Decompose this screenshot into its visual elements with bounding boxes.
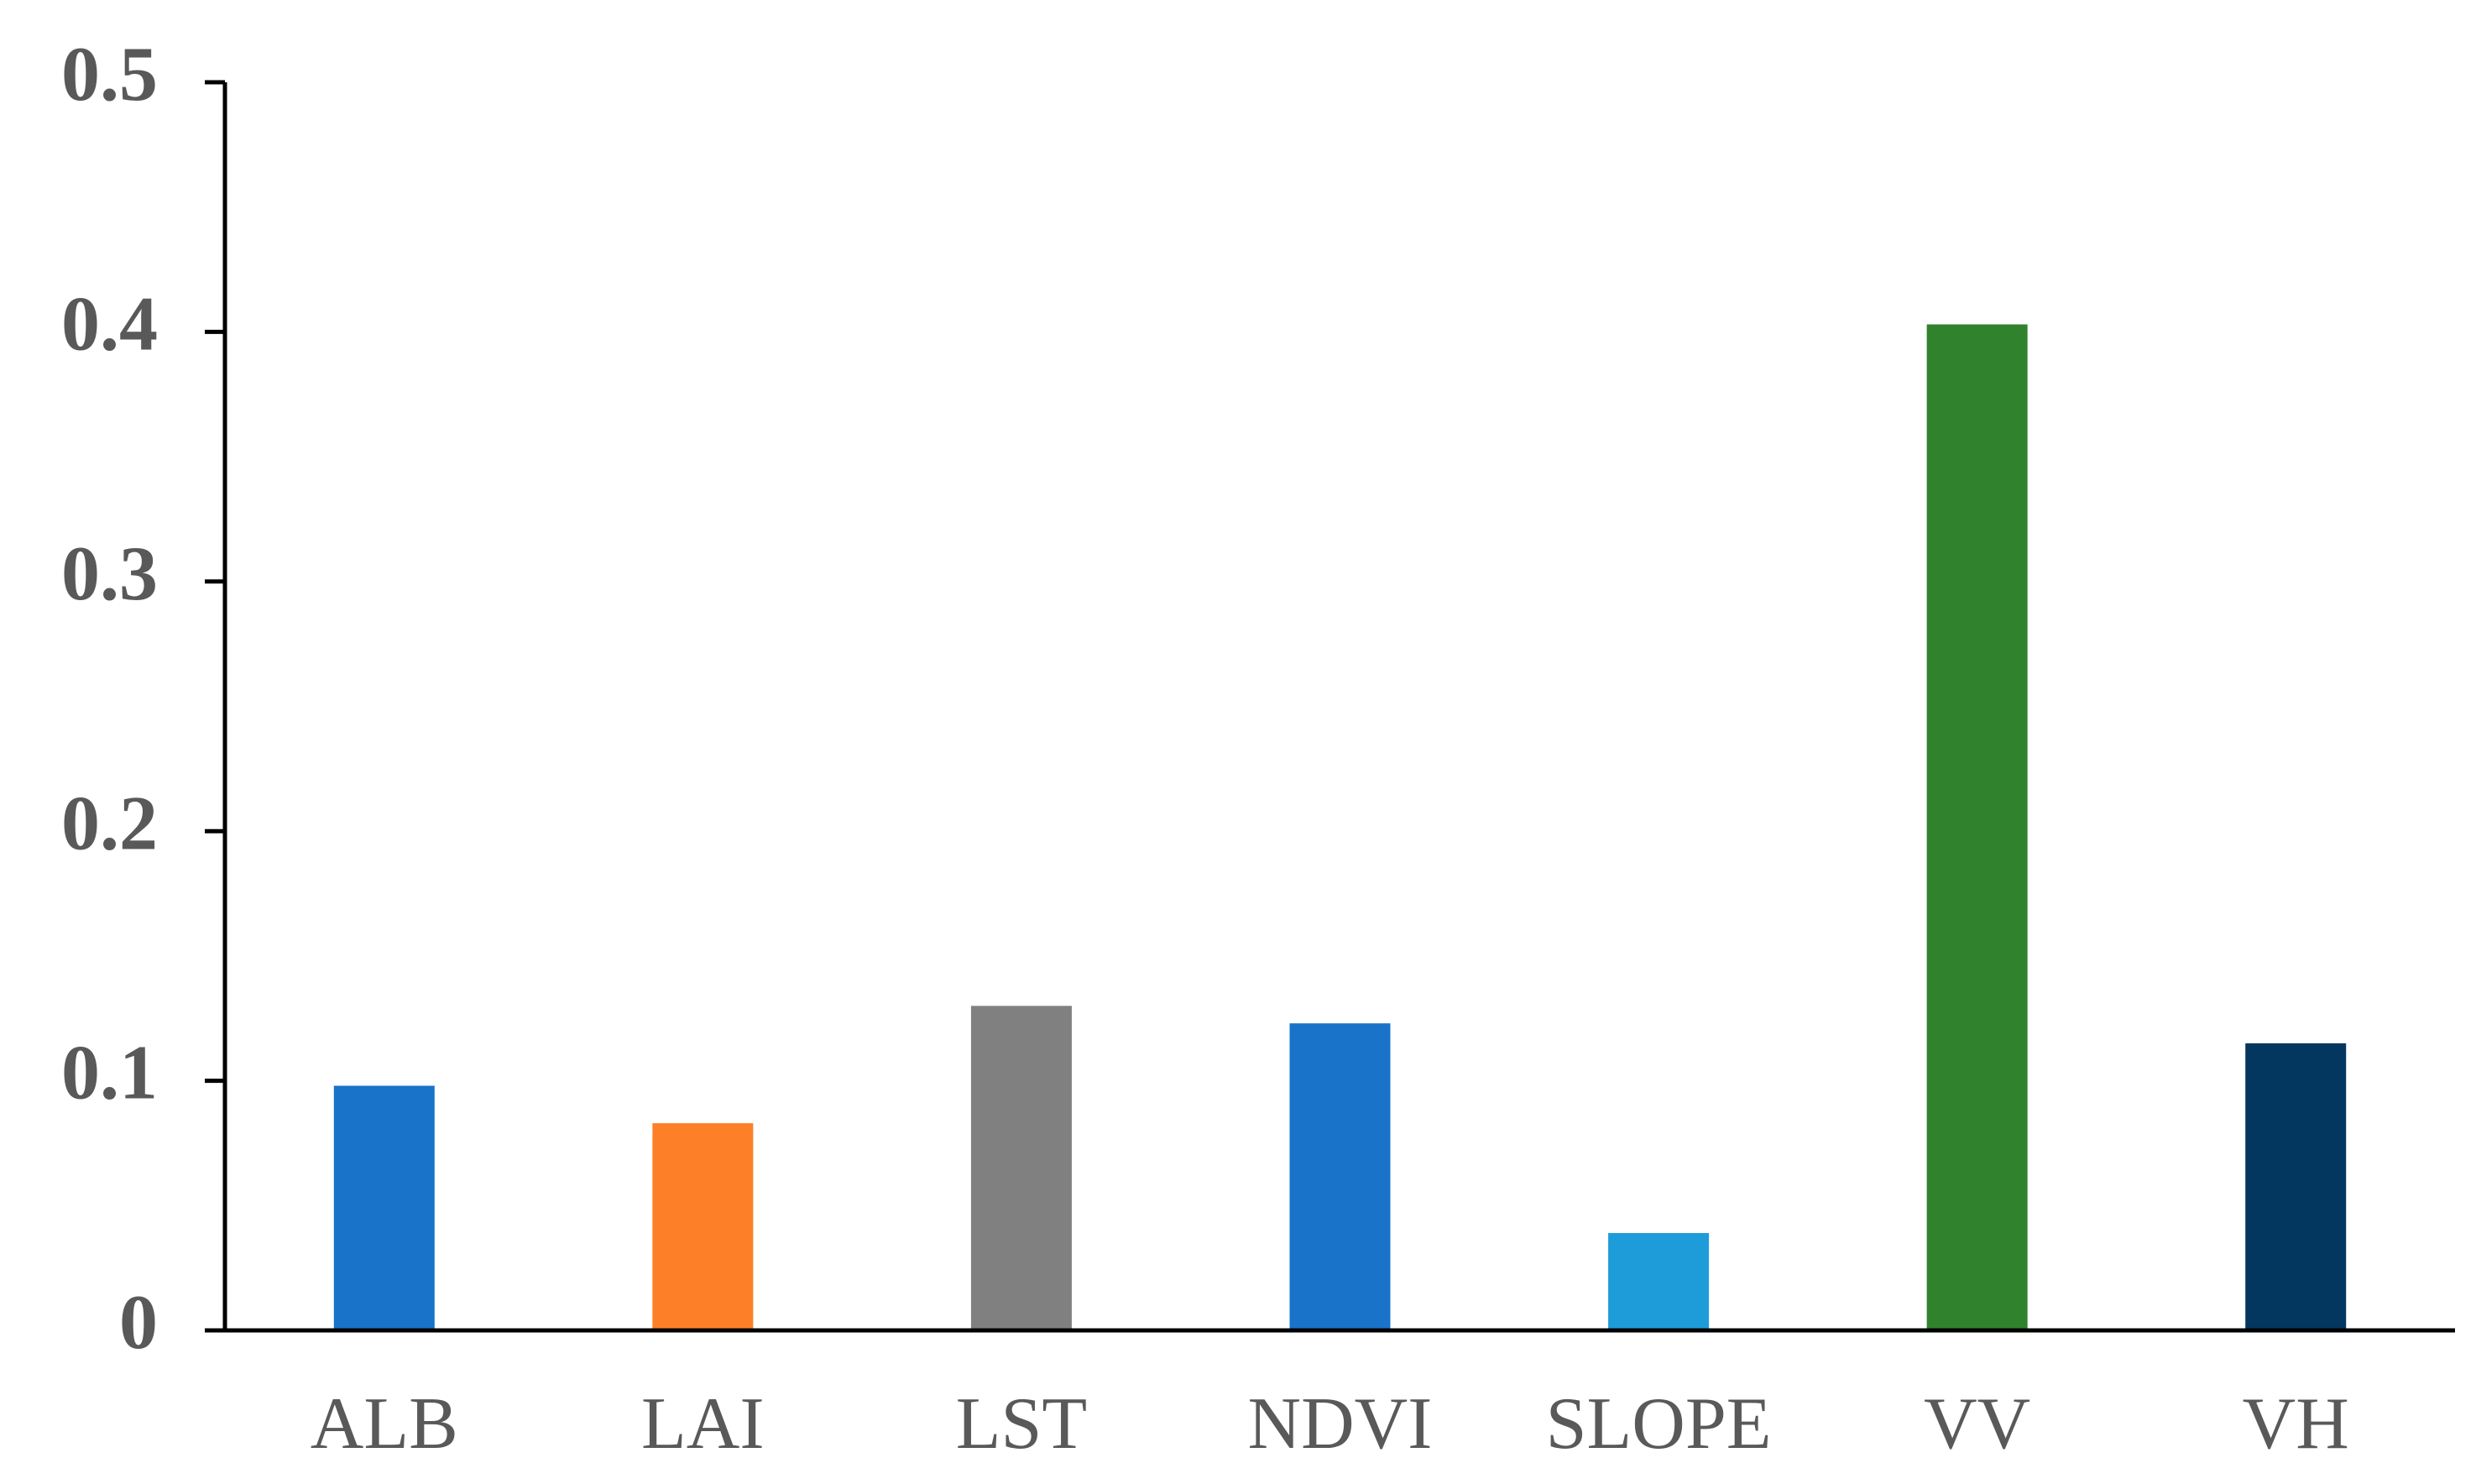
bar xyxy=(970,1006,1072,1330)
bar xyxy=(1926,324,2028,1330)
x-tick-label: LAI xyxy=(641,1383,765,1465)
x-tick-label: VH xyxy=(2243,1383,2349,1465)
y-tick-label: 0.5 xyxy=(61,31,158,117)
x-tick-label: SLOPE xyxy=(1546,1383,1772,1465)
bar xyxy=(2245,1042,2347,1330)
y-tick-label: 0.1 xyxy=(61,1030,158,1116)
y-tick-label: 0.4 xyxy=(61,281,158,367)
x-tick-label: LST xyxy=(956,1383,1087,1465)
bar xyxy=(333,1085,435,1330)
bar xyxy=(1608,1233,1710,1330)
y-tick-label: 0 xyxy=(119,1279,158,1365)
bar xyxy=(1289,1023,1391,1330)
x-tick-label: NDVI xyxy=(1248,1383,1433,1465)
y-tick-label: 0.2 xyxy=(61,780,158,865)
x-tick-label: VV xyxy=(1924,1383,2030,1465)
x-tick-label: ALB xyxy=(311,1383,458,1465)
y-tick-label: 0.3 xyxy=(61,530,158,616)
bar xyxy=(652,1123,754,1330)
